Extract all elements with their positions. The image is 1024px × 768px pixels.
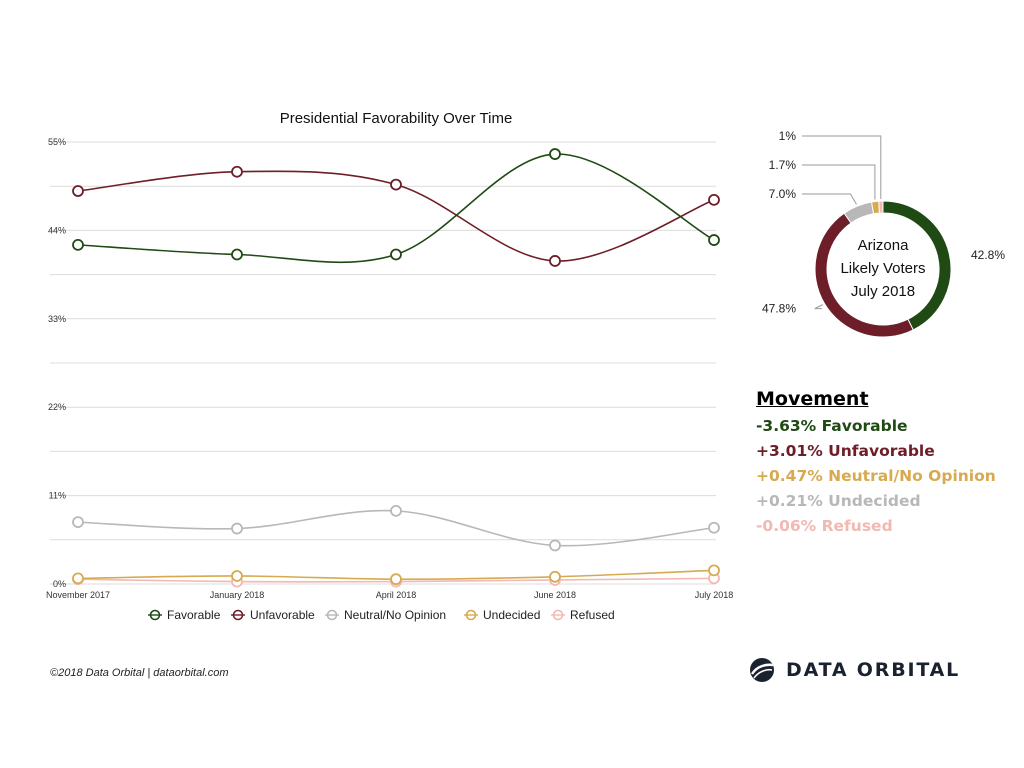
data-point-neutral-no-opinion bbox=[72, 516, 84, 529]
movement-neutral: +0.47% Neutral/No Opinion bbox=[756, 467, 996, 485]
y-tick-label: 44% bbox=[48, 225, 66, 235]
y-tick-label: 11% bbox=[49, 491, 66, 501]
y-tick-label: 0% bbox=[53, 579, 66, 589]
donut-label: 42.8% bbox=[971, 248, 1005, 262]
y-tick-label: 22% bbox=[48, 402, 66, 412]
data-point-undecided bbox=[390, 573, 402, 586]
data-point-favorable bbox=[72, 238, 84, 251]
data-point-favorable bbox=[708, 234, 720, 246]
donut-slice-refused bbox=[878, 200, 884, 214]
movement-panel: Movement -3.63% Favorable +3.01% Unfavor… bbox=[756, 388, 996, 539]
legend-label: Neutral/No Opinion bbox=[344, 608, 446, 622]
legend-item-refused: Refused bbox=[551, 608, 615, 622]
series-points bbox=[72, 148, 720, 588]
y-tick-label: 55% bbox=[48, 137, 66, 147]
movement-unfavorable: +3.01% Unfavorable bbox=[756, 442, 935, 460]
movement-title: Movement bbox=[756, 388, 869, 410]
donut-leader-line bbox=[802, 135, 882, 200]
donut-labels: 42.8% 47.8% 7.0% 1.7% 1% bbox=[762, 129, 1005, 316]
data-point-neutral-no-opinion bbox=[231, 522, 243, 535]
brand-name: DATA ORBITAL bbox=[786, 659, 961, 681]
data-point-unfavorable bbox=[72, 185, 84, 197]
data-point-neutral-no-opinion bbox=[708, 521, 720, 534]
data-point-unfavorable bbox=[708, 193, 720, 206]
data-point-neutral-no-opinion bbox=[549, 539, 561, 552]
donut-slice-neutral-no-opinion bbox=[843, 201, 875, 224]
brand-logo: DATA ORBITAL bbox=[748, 656, 960, 684]
data-point-undecided bbox=[72, 572, 84, 585]
data-point-favorable bbox=[549, 148, 561, 160]
chart-gridlines bbox=[50, 141, 716, 585]
donut-leader-line bbox=[802, 164, 876, 200]
x-tick-label: June 2018 bbox=[534, 590, 576, 600]
orbital-globe-icon bbox=[750, 658, 774, 682]
donut-leader-line bbox=[802, 193, 857, 205]
chart-legend: Favorable Unfavorable Neutral/No Opinion Un… bbox=[148, 608, 615, 622]
donut-center-line-3: July 2018 bbox=[851, 283, 915, 300]
donut-label: 1.7% bbox=[769, 158, 797, 172]
y-axis-ticks: 0% 11% 22% 33% 44% 55% bbox=[48, 137, 66, 589]
legend-item-neutral-no-opinion: Neutral/No Opinion bbox=[325, 608, 446, 622]
movement-favorable: -3.63% Favorable bbox=[756, 417, 908, 435]
data-point-unfavorable bbox=[549, 255, 561, 267]
series-lines bbox=[77, 153, 715, 583]
donut-label: 47.8% bbox=[762, 302, 796, 316]
x-tick-label: July 2018 bbox=[695, 590, 734, 600]
movement-undecided: +0.21% Undecided bbox=[756, 492, 921, 510]
movement-refused: -0.06% Refused bbox=[756, 517, 893, 535]
data-point-unfavorable bbox=[390, 178, 402, 191]
donut-center-line-2: Likely Voters bbox=[840, 260, 925, 277]
data-point-undecided bbox=[549, 570, 561, 583]
y-tick-label: 33% bbox=[48, 314, 66, 324]
x-tick-label: April 2018 bbox=[376, 590, 417, 600]
legend-item-undecided: Undecided bbox=[464, 608, 540, 622]
legend-label: Unfavorable bbox=[250, 608, 315, 622]
footer-copyright: ©2018 Data Orbital | dataorbital.com bbox=[50, 667, 229, 679]
data-point-undecided bbox=[708, 564, 720, 577]
data-point-neutral-no-opinion bbox=[390, 504, 402, 517]
x-tick-label: November 2017 bbox=[46, 590, 110, 600]
legend-label: Refused bbox=[570, 608, 615, 622]
data-point-unfavorable bbox=[231, 165, 243, 178]
donut-center-line-1: Arizona bbox=[858, 237, 910, 254]
donut-label: 1% bbox=[779, 129, 797, 143]
donut-slice-undecided bbox=[870, 200, 881, 215]
chart-title: Presidential Favorability Over Time bbox=[280, 110, 513, 127]
legend-label: Undecided bbox=[483, 608, 540, 622]
x-axis-ticks: November 2017 January 2018 April 2018 June … bbox=[46, 590, 733, 600]
donut-leader-line bbox=[814, 304, 823, 310]
legend-item-favorable: Favorable bbox=[148, 608, 221, 622]
x-tick-label: January 2018 bbox=[210, 590, 265, 600]
donut-slices bbox=[814, 200, 952, 338]
data-point-undecided bbox=[231, 570, 243, 582]
data-point-favorable bbox=[390, 248, 402, 261]
donut-chart: 42.8% 47.8% 7.0% 1.7% 1% Arizona Likely Vote… bbox=[762, 129, 1005, 338]
data-point-favorable bbox=[231, 248, 243, 261]
legend-item-unfavorable: Unfavorable bbox=[231, 608, 315, 622]
donut-label: 7.0% bbox=[769, 187, 797, 201]
favorability-line-chart: Presidential Favorability Over Time 0% 11… bbox=[46, 110, 733, 622]
legend-label: Favorable bbox=[167, 608, 221, 622]
